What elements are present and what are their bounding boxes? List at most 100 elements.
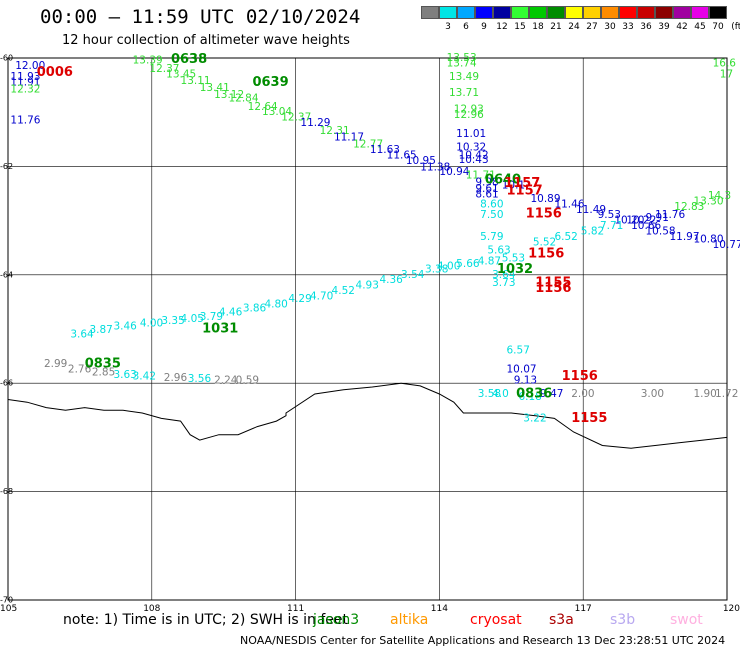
lat-tick-label: -60 <box>0 54 13 63</box>
wave-height-label: 10.89 <box>530 193 560 205</box>
wave-height-label: 13.53 <box>447 52 477 64</box>
wave-height-label: 3.64 <box>492 269 516 281</box>
lat-tick-label: -68 <box>0 487 13 496</box>
pass-time-label: 0835 <box>85 357 121 372</box>
lat-tick-label: -70 <box>0 596 13 605</box>
wave-height-label: 8.60 <box>480 198 503 210</box>
wave-height-label: 13.74 <box>447 57 477 69</box>
wave-height-label: 13.04 <box>262 106 292 118</box>
wave-height-label: 7.71 <box>600 220 623 232</box>
wave-height-label: 4.80 <box>264 299 287 311</box>
wave-height-label: 12.64 <box>248 101 278 113</box>
wave-height-label: 4.52 <box>332 285 355 297</box>
footer-credit: NOAA/NESDIS Center for Satellite Applica… <box>240 634 726 647</box>
wave-height-label: 12.37 <box>149 63 179 75</box>
wave-height-label: 4.0 <box>492 388 509 400</box>
legend-label: 18 <box>532 22 544 32</box>
wave-height-label: 11.76 <box>655 209 685 221</box>
wave-height-label: 10.22 <box>626 215 656 227</box>
wave-height-label: 11.97 <box>669 231 699 243</box>
wave-height-label: 5.53 <box>502 253 525 265</box>
wave-height-label: 3.56 <box>188 373 212 385</box>
wave-height-label: 9.53 <box>598 209 621 221</box>
satellite-cryosat: cryosat <box>470 612 522 628</box>
wave-height-label: 11.46 <box>554 198 584 210</box>
wave-height-label: 10.94 <box>439 166 469 178</box>
wave-height-label: 10.32 <box>456 141 486 153</box>
legend-swatch <box>637 6 655 19</box>
legend-swatch <box>511 6 529 19</box>
wave-height-label: 13.45 <box>166 68 196 80</box>
wave-height-label: 11.17 <box>334 132 364 144</box>
wave-height-label: 11.38 <box>420 161 450 173</box>
wave-height-label: 3.63 <box>113 369 136 381</box>
pass-time-label: 1157 <box>507 183 543 198</box>
lon-tick-label: 108 <box>143 604 160 614</box>
lon-tick-label: 105 <box>0 604 17 614</box>
legend-swatch <box>619 6 637 19</box>
wave-height-label: 1.90 <box>693 388 716 400</box>
legend-label: 24 <box>568 22 580 32</box>
wave-height-label: 6.52 <box>554 231 577 243</box>
wave-height-label: 4.00 <box>437 261 460 273</box>
satellite-s3b: s3b <box>610 612 636 628</box>
legend-swatch <box>457 6 475 19</box>
wave-height-label: 13.30 <box>693 196 723 208</box>
pass-time-label: 1155 <box>535 275 571 290</box>
wave-height-label: 12.83 <box>674 201 704 213</box>
legend-label: 70 <box>712 22 724 32</box>
legend-label: 12 <box>496 22 508 32</box>
legend-swatch <box>547 6 565 19</box>
satellite-s3a: s3a <box>549 612 574 628</box>
wave-height-label: 11.93 <box>10 71 40 83</box>
legend-label: 3 <box>445 22 451 32</box>
legend-swatch <box>475 6 493 19</box>
wave-height-label: 3.79 <box>200 311 223 323</box>
wave-height-label: 2.96 <box>164 372 188 384</box>
lat-tick-label: -64 <box>0 270 13 279</box>
wave-height-label: 10.66 <box>631 220 661 232</box>
wave-height-label: 3.00 <box>641 388 664 400</box>
pass-time-label: 1032 <box>497 262 533 277</box>
legend-swatch <box>709 6 727 19</box>
wave-height-label: 9.61 <box>475 183 498 195</box>
legend-unit: (ft) <box>731 22 740 32</box>
pass-time-label: 0638 <box>171 52 207 67</box>
pass-time-label: 0836 <box>516 387 552 402</box>
wave-height-label: 13.71 <box>449 87 479 99</box>
wave-height-label: 11.71 <box>466 170 496 182</box>
wave-height-label: 10.95 <box>406 155 436 167</box>
wave-height-label: 11.65 <box>387 150 417 162</box>
wave-height-label: 17 <box>720 68 733 80</box>
wave-height-label: 1.72 <box>715 388 738 400</box>
wave-height-label: 4.29 <box>288 293 311 305</box>
legend-label: 30 <box>604 22 616 32</box>
wave-height-label: 12.00 <box>15 60 45 72</box>
wave-height-label: 11.91 <box>10 76 40 88</box>
wave-height-label: 4.70 <box>310 290 333 302</box>
wave-height-label: 12.77 <box>353 139 383 151</box>
wave-height-label: 12.37 <box>281 112 311 124</box>
wave-height-label: 10.58 <box>646 225 676 237</box>
legend-label: 6 <box>463 22 469 32</box>
page-subtitle: 12 hour collection of altimeter wave hei… <box>62 33 350 48</box>
lon-tick-label: 120 <box>723 604 740 614</box>
legend-swatch <box>493 6 511 19</box>
wave-height-label: 16.6 <box>713 57 737 69</box>
wave-height-label: 12.84 <box>228 93 258 105</box>
legend-swatch <box>655 6 673 19</box>
legend-swatch <box>691 6 709 19</box>
wave-height-label: 9.91 <box>646 212 669 224</box>
wave-height-label: 5.66 <box>456 258 480 270</box>
legend-label: 39 <box>658 22 670 32</box>
wave-height-label: 13.49 <box>449 71 479 83</box>
wave-height-label: 4.36 <box>379 274 403 286</box>
wave-height-label: 10.20 <box>614 215 644 227</box>
legend-swatch <box>673 6 691 19</box>
wave-height-label: 14.3 <box>708 190 731 202</box>
wave-height-label: 3.38 <box>425 263 448 275</box>
legend-label: 21 <box>550 22 562 32</box>
